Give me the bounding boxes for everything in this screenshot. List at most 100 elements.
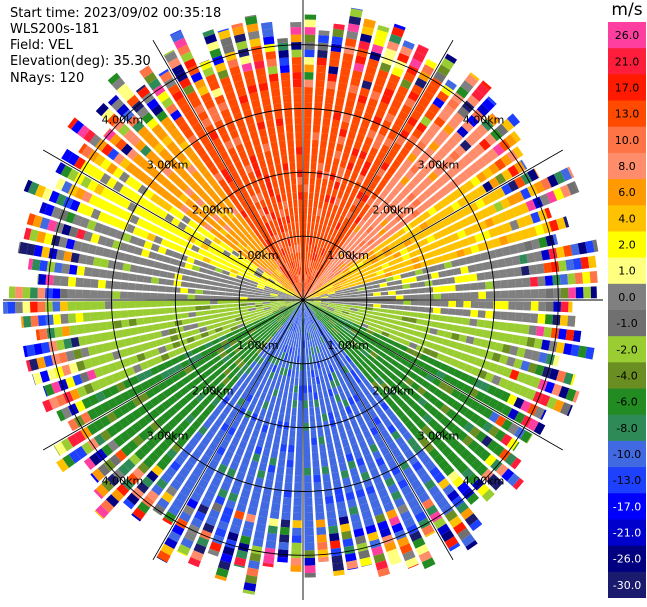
range-gate xyxy=(268,517,279,527)
range-gate xyxy=(140,342,151,351)
range-gate xyxy=(100,158,112,171)
range-gate xyxy=(157,293,166,300)
range-gate xyxy=(239,55,252,65)
range-gate xyxy=(402,40,415,50)
range-gate xyxy=(410,300,419,306)
range-gate xyxy=(385,397,395,407)
range-gate xyxy=(138,197,149,208)
range-gate xyxy=(384,435,394,445)
range-gate xyxy=(395,192,406,202)
range-gate xyxy=(126,472,140,486)
range-gate xyxy=(269,134,277,143)
range-gate xyxy=(366,265,375,271)
range-gate xyxy=(463,363,474,374)
range-gate xyxy=(281,216,287,225)
range-gate xyxy=(286,192,292,201)
range-gate xyxy=(218,312,227,318)
range-gate xyxy=(184,350,194,359)
range-gate xyxy=(170,479,182,491)
range-gate xyxy=(415,344,425,353)
range-gate xyxy=(331,471,340,481)
range-gate xyxy=(233,564,245,569)
range-gate xyxy=(195,403,205,414)
range-gate xyxy=(150,276,160,284)
range-gate xyxy=(592,239,599,252)
range-gate xyxy=(305,300,314,303)
range-gate xyxy=(244,375,252,384)
ray xyxy=(135,84,302,298)
range-gate xyxy=(216,161,226,172)
range-gate xyxy=(438,209,448,219)
range-ring-label: 1.00km xyxy=(327,249,369,262)
range-gate xyxy=(288,288,295,294)
range-gate xyxy=(422,266,431,274)
range-gate xyxy=(360,119,371,129)
range-gate xyxy=(146,98,159,111)
range-gate xyxy=(171,90,185,102)
range-gate xyxy=(585,240,595,254)
range-gate xyxy=(305,244,309,253)
range-gate xyxy=(495,224,506,236)
range-gate xyxy=(323,217,329,226)
range-gate xyxy=(52,275,62,286)
range-gate xyxy=(303,347,306,356)
range-gate xyxy=(469,72,480,81)
range-gate xyxy=(298,290,302,298)
range-gate xyxy=(530,350,541,362)
range-gate xyxy=(113,394,125,406)
range-gate xyxy=(428,103,441,115)
range-gate xyxy=(203,279,212,285)
range-gate xyxy=(482,167,494,179)
range-gate xyxy=(361,349,370,357)
range-gate xyxy=(304,27,316,35)
range-gate xyxy=(152,509,162,516)
range-gate xyxy=(246,255,254,263)
range-gate xyxy=(334,353,342,361)
range-gate xyxy=(303,340,306,348)
range-gate xyxy=(304,325,307,333)
range-gate xyxy=(205,73,218,85)
range-gate xyxy=(217,69,229,80)
range-gate xyxy=(360,338,369,346)
range-gate xyxy=(316,208,322,217)
range-gate xyxy=(180,312,189,319)
range-gate xyxy=(330,278,338,284)
range-gate xyxy=(282,284,289,290)
range-gate xyxy=(433,166,444,177)
range-gate xyxy=(205,430,215,441)
range-gate xyxy=(357,94,368,105)
range-gate xyxy=(60,437,74,452)
range-gate xyxy=(407,563,419,569)
range-gate xyxy=(197,478,209,490)
range-gate xyxy=(102,248,112,258)
range-gate xyxy=(311,452,319,461)
range-gate xyxy=(351,325,359,332)
range-gate xyxy=(255,300,263,303)
range-gate xyxy=(288,338,293,347)
range-gate xyxy=(214,94,226,105)
range-ring-label: 3.00km xyxy=(418,159,460,172)
range-gate xyxy=(125,223,136,234)
range-gate xyxy=(506,113,520,127)
range-gate xyxy=(442,464,455,477)
range-gate xyxy=(318,34,330,44)
range-gate xyxy=(307,324,310,333)
range-gate xyxy=(388,333,397,341)
range-gate xyxy=(342,326,350,333)
range-gate xyxy=(257,283,266,288)
range-gate xyxy=(206,403,216,413)
range-gate xyxy=(327,203,334,212)
range-gate xyxy=(311,277,316,285)
range-gate xyxy=(342,290,351,294)
range-gate xyxy=(128,273,137,282)
range-gate xyxy=(309,307,315,314)
range-gate xyxy=(234,313,243,318)
range-gate xyxy=(305,347,309,356)
colorbar-band xyxy=(608,257,646,285)
range-gate xyxy=(350,302,359,306)
range-gate xyxy=(304,49,315,58)
range-gate xyxy=(325,88,336,97)
range-gate xyxy=(236,193,245,203)
range-gate xyxy=(176,550,188,557)
range-gate xyxy=(566,181,579,196)
